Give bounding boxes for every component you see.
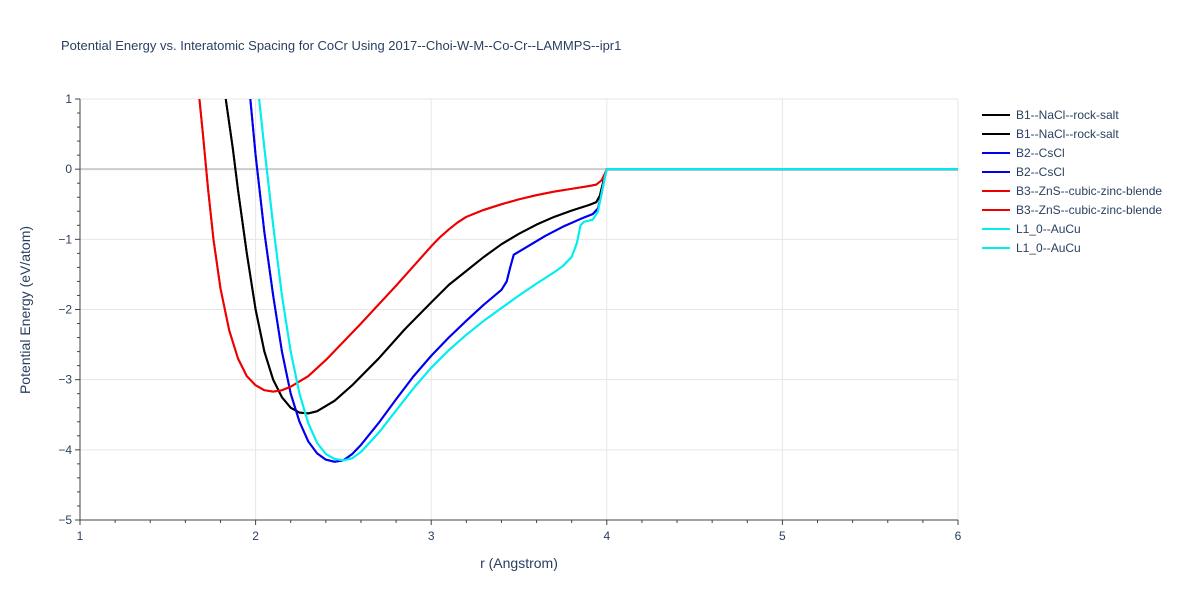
y-tick-label: −3 — [58, 373, 72, 387]
axes — [75, 98, 959, 525]
y-tick-label: −4 — [58, 443, 72, 457]
chart-title: Potential Energy vs. Interatomic Spacing… — [61, 38, 621, 53]
y-tick-label: −2 — [58, 303, 72, 317]
legend-label: B2--CsCl — [1016, 165, 1065, 179]
legend-item[interactable]: L1_0--AuCu — [982, 241, 1081, 255]
legend-label: L1_0--AuCu — [1016, 241, 1081, 255]
grid-lines — [80, 98, 959, 520]
series-line — [249, 99, 958, 463]
series-line — [258, 99, 958, 462]
y-tick-label: 1 — [65, 92, 72, 106]
x-tick-label: 3 — [428, 529, 435, 543]
legend-item[interactable]: B3--ZnS--cubic-zinc-blende — [982, 203, 1162, 217]
series-line — [224, 99, 958, 415]
x-tick-labels: 1 2 3 4 5 6 — [77, 529, 962, 543]
y-tick-label: −1 — [58, 232, 72, 246]
x-tick-label: 2 — [252, 529, 259, 543]
legend-item[interactable]: L1_0--AuCu — [982, 222, 1081, 236]
legend: B1--NaCl--rock-salt B1--NaCl--rock-salt B2… — [982, 108, 1162, 255]
y-tick-label: −5 — [58, 513, 72, 527]
x-tick-label: 6 — [955, 529, 962, 543]
legend-label: B3--ZnS--cubic-zinc-blende — [1016, 184, 1162, 198]
series-line — [224, 99, 958, 415]
legend-label: B1--NaCl--rock-salt — [1016, 108, 1119, 122]
legend-label: B2--CsCl — [1016, 146, 1065, 160]
legend-item[interactable]: B2--CsCl — [982, 165, 1065, 179]
legend-label: B3--ZnS--cubic-zinc-blende — [1016, 203, 1162, 217]
legend-item[interactable]: B3--ZnS--cubic-zinc-blende — [982, 184, 1162, 198]
legend-item[interactable]: B1--NaCl--rock-salt — [982, 127, 1119, 141]
legend-item[interactable]: B2--CsCl — [982, 146, 1065, 160]
x-axis-title: r (Angstrom) — [480, 555, 558, 571]
legend-item[interactable]: B1--NaCl--rock-salt — [982, 108, 1119, 122]
y-tick-labels: −5 −4 −3 −2 −1 0 1 — [58, 92, 72, 527]
series-line — [198, 99, 958, 393]
x-tick-label: 5 — [779, 529, 786, 543]
series-line — [258, 99, 958, 462]
legend-label: B1--NaCl--rock-salt — [1016, 127, 1119, 141]
y-tick-label: 0 — [65, 162, 72, 176]
series-line — [198, 99, 958, 393]
y-axis-title: Potential Energy (eV/atom) — [17, 226, 33, 394]
series-line — [249, 99, 958, 463]
plot-area — [198, 99, 958, 463]
x-tick-label: 4 — [603, 529, 610, 543]
x-tick-label: 1 — [77, 529, 84, 543]
legend-label: L1_0--AuCu — [1016, 222, 1081, 236]
